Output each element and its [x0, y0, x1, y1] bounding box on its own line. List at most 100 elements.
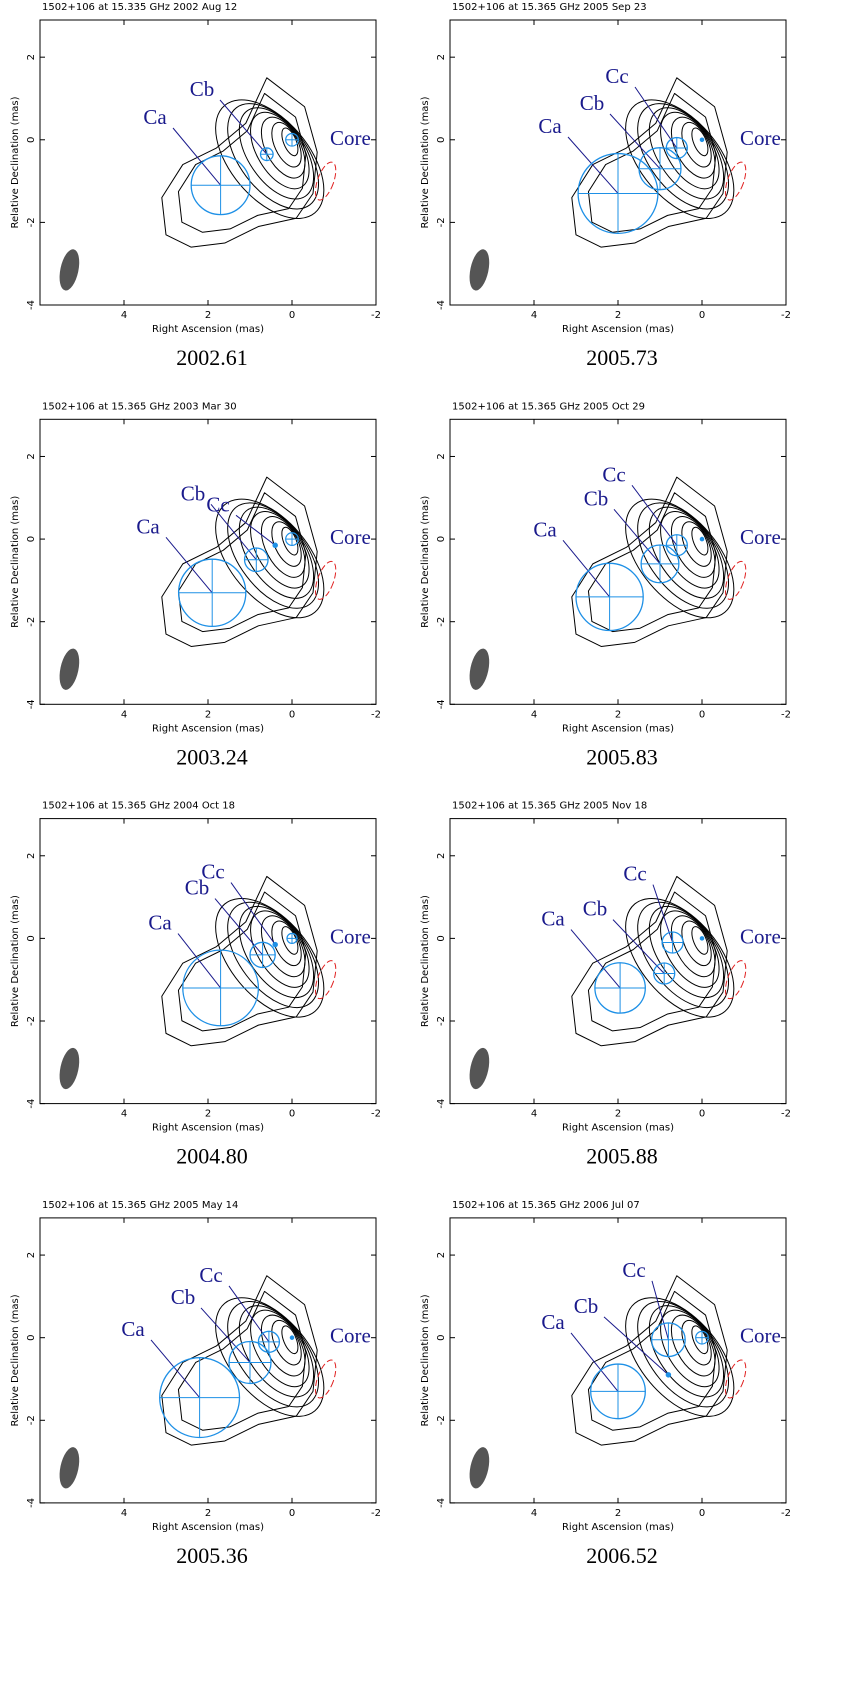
- component-label: Cc: [602, 462, 625, 486]
- epoch-caption: 2004.80: [176, 1144, 248, 1169]
- core-label: Core: [740, 924, 781, 948]
- panel: 1502+106 at 15.335 GHz 2002 Aug 12420-22…: [10, 2, 381, 370]
- x-tick-label: 4: [531, 1109, 537, 1120]
- y-axis-label: Relative Declination (mas): [420, 496, 431, 628]
- beam: [56, 247, 82, 292]
- y-tick-label: -4: [436, 1099, 447, 1109]
- beam: [466, 647, 492, 692]
- leader-line: [201, 1308, 250, 1363]
- x-axis-label: Right Ascension (mas): [152, 1123, 264, 1134]
- core-model: [700, 937, 703, 940]
- component-label: Ca: [538, 114, 562, 138]
- leader-line: [215, 899, 263, 955]
- y-tick-label: 0: [26, 935, 37, 941]
- component-label: Ca: [143, 105, 167, 129]
- component-label: Cb: [181, 481, 206, 505]
- plot-frame: [40, 20, 376, 305]
- panel: 1502+106 at 15.365 GHz 2005 Sep 23420-22…: [420, 2, 791, 370]
- component-label: Cc: [622, 1258, 645, 1282]
- x-tick-label: 2: [205, 1508, 211, 1519]
- contours: [162, 876, 345, 1045]
- leader-line: [231, 883, 275, 945]
- y-tick-label: 2: [26, 453, 37, 459]
- panel: 1502+106 at 15.365 GHz 2004 Oct 18420-22…: [10, 801, 381, 1169]
- y-axis-label: Relative Declination (mas): [10, 1294, 21, 1426]
- contour: [620, 487, 747, 625]
- panel-title: 1502+106 at 15.365 GHz 2005 Oct 29: [452, 401, 645, 412]
- x-tick-label: 2: [615, 709, 621, 720]
- y-tick-label: -2: [436, 1415, 447, 1425]
- y-tick-label: -2: [436, 1016, 447, 1026]
- component-label: Cc: [605, 64, 628, 88]
- beam: [56, 647, 82, 692]
- panel: 1502+106 at 15.365 GHz 2003 Mar 30 4 2 0 -2 2…: [10, 401, 381, 769]
- x-tick-label: 0: [699, 310, 705, 321]
- y-tick-label: -4: [26, 1498, 37, 1508]
- component-label: Ca: [541, 907, 565, 931]
- contour: [662, 909, 724, 984]
- x-tick-label: -2: [371, 709, 381, 720]
- epoch-caption: 2005.83: [586, 744, 658, 769]
- y-tick-label: 2: [436, 54, 447, 60]
- core-label: Core: [740, 525, 781, 549]
- x-tick-label: 0: [699, 1508, 705, 1519]
- y-axis-label: Relative Declination (mas): [10, 96, 21, 228]
- x-tick-label: 0: [289, 310, 295, 321]
- y-tick-label: -2: [436, 217, 447, 227]
- core-label: Core: [330, 525, 371, 549]
- core-label: Core: [330, 1324, 371, 1348]
- y-tick-label: -2: [26, 617, 37, 627]
- y-tick-label: 0: [436, 536, 447, 542]
- y-axis-label: Relative Declination (mas): [10, 496, 21, 628]
- component-model: [273, 543, 277, 547]
- x-tick-label: 0: [289, 709, 295, 720]
- y-axis-label: Relative Declination (mas): [420, 1294, 431, 1426]
- component-label: Cc: [206, 492, 229, 516]
- component-label: Cb: [171, 1285, 196, 1309]
- leader-line: [613, 920, 664, 974]
- x-tick-label: 0: [699, 1109, 705, 1120]
- y-tick-label: -2: [26, 1016, 37, 1026]
- figure: 1502+106 at 15.335 GHz 2002 Aug 12420-22…: [0, 0, 861, 1708]
- contour: [662, 510, 724, 585]
- contours: [572, 1276, 755, 1445]
- leader-line: [653, 885, 673, 943]
- panel-title: 1502+106 at 15.365 GHz 2005 Nov 18: [452, 801, 647, 812]
- y-tick-label: -4: [436, 699, 447, 709]
- contour: [210, 1285, 337, 1423]
- y-tick-label: 0: [26, 1334, 37, 1340]
- core-model: [290, 1336, 293, 1339]
- plot-frame: [450, 1218, 786, 1503]
- x-tick-label: 4: [121, 709, 127, 720]
- leader-line: [178, 934, 221, 988]
- component-label: Ca: [541, 1310, 565, 1334]
- x-tick-label: 2: [205, 709, 211, 720]
- y-tick-label: 0: [436, 1334, 447, 1340]
- x-axis-label: Right Ascension (mas): [152, 324, 264, 335]
- y-tick-label: -4: [436, 300, 447, 310]
- y-tick-label: -4: [26, 1099, 37, 1109]
- contour: [620, 886, 747, 1024]
- component-label: Ca: [121, 1317, 145, 1341]
- y-axis-label: Relative Declination (mas): [10, 895, 21, 1027]
- epoch-caption: 2005.88: [586, 1144, 658, 1169]
- x-axis-label: Right Ascension (mas): [562, 324, 674, 335]
- plot-frame: [40, 1218, 376, 1503]
- core-label: Core: [330, 126, 371, 150]
- y-tick-label: -2: [436, 617, 447, 627]
- y-tick-label: 2: [26, 54, 37, 60]
- x-tick-label: -2: [371, 1109, 381, 1120]
- epoch-caption: 2002.61: [176, 345, 248, 370]
- x-tick-label: -2: [371, 310, 381, 321]
- contour: [252, 909, 314, 984]
- leader-line: [571, 1333, 618, 1391]
- x-tick-label: 4: [531, 310, 537, 321]
- contour: [178, 93, 305, 232]
- x-tick-label: 2: [615, 1508, 621, 1519]
- y-tick-label: 2: [26, 1252, 37, 1258]
- panel: 1502+106 at 15.365 GHz 2005 Nov 18420-22…: [420, 801, 791, 1169]
- panel-title: 1502+106 at 15.365 GHz 2003 Mar 30: [42, 401, 237, 412]
- contour: [178, 892, 305, 1031]
- x-tick-label: -2: [781, 709, 791, 720]
- component-label: Cb: [190, 77, 215, 101]
